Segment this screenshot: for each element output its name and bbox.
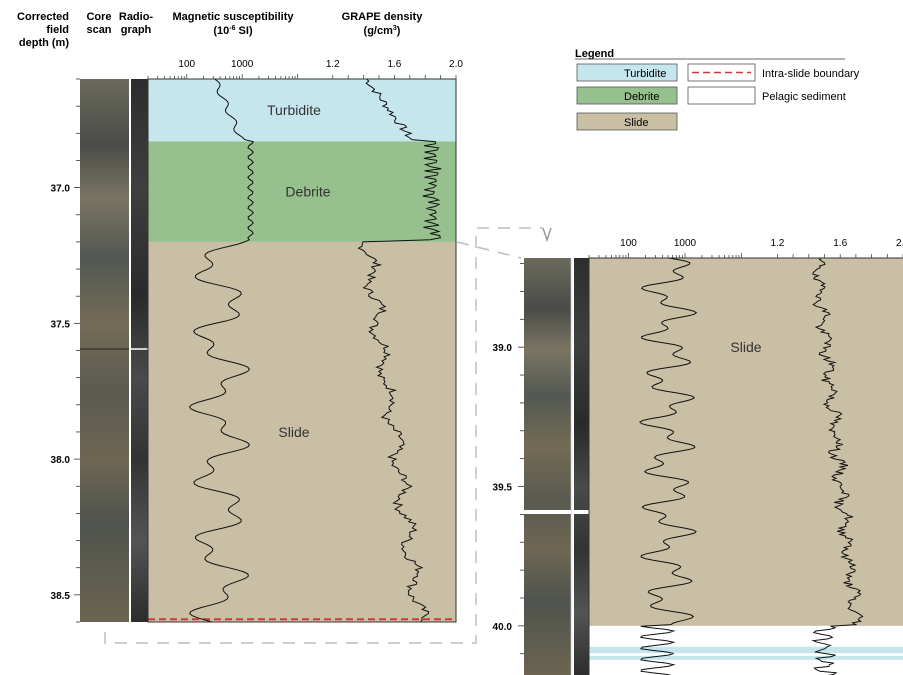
mag-susceptibility-curve [188,78,255,623]
right-depth-axis: 39.0 39.5 40.0 [493,263,524,655]
legend-swatch-pelagic [687,86,756,105]
header-core-line2: scan [86,24,111,36]
mag-axis-label: 100 [620,238,637,249]
left-radiograph [131,79,148,622]
header-mag-line1: Magnetic susceptibility [172,11,294,23]
density-axis-label: 2.0 [896,238,903,249]
left-curves [188,78,442,623]
right-zone-labels: Slide [730,339,761,355]
connector-arrow-icon [542,227,552,243]
connector-shade-line [456,241,522,259]
right-panel: Slide 100 1000 1.2 1.6 2.0 39.0 39.5 40.0 [493,238,903,675]
grape-density-curve [811,257,864,675]
left-depth-axis: 37.0 37.5 38.0 38.5 [51,78,80,623]
legend-label-turbidite: Turbidite [624,68,666,80]
legend-label-pelagic: Pelagic sediment [762,91,846,103]
density-axis-label: 1.2 [326,59,340,70]
header-radio-line2: graph [121,24,152,36]
left-plot-frame [147,78,457,623]
left-core-scan [80,79,129,622]
legend-label-debrite: Debrite [624,91,659,103]
right-core-scan [524,258,571,675]
depth-axis-label: 39.5 [493,483,513,494]
depth-axis-label: 38.0 [51,455,71,466]
legend: Legend Turbidite Debrite Slide Intra-sli… [575,48,860,131]
zone-label-turbidite: Turbidite [267,102,321,118]
depth-axis-label: 39.0 [493,343,513,354]
header-radio-line1: Radio- [119,11,154,23]
density-axis-label: 1.6 [833,238,847,249]
zone-label-debrite: Debrite [285,184,330,200]
header-depth-line1: Corrected [17,11,69,23]
grape-density-curve [357,78,442,623]
density-axis-label: 1.6 [387,59,401,70]
legend-label-slide: Slide [624,117,648,129]
mag-susceptibility-curve [639,257,698,675]
zone-label-slide: Slide [730,339,761,355]
mag-axis-label: 100 [178,59,195,70]
header-depth-line2: field [46,24,69,36]
density-axis-label: 1.2 [770,238,784,249]
right-radiograph [574,258,589,675]
left-top-axis: 100 1000 1.2 1.6 2.0 [147,59,463,79]
legend-swatch-boundary-box [687,63,756,82]
left-zone-labels: Turbidite Debrite Slide [267,102,331,440]
connector-line [104,227,543,644]
right-zones [589,258,903,660]
header-grape-line1: GRAPE density [342,11,424,23]
depth-axis-label: 38.5 [51,591,71,602]
column-headers: Corrected field depth (m) Core scan Radi… [17,11,423,49]
mag-axis-label: 1000 [674,238,697,249]
legend-swatch-slide [576,112,678,131]
zone-band-2 [589,655,903,660]
header-core-line1: Core [86,11,111,23]
header-mag-line2: (10-6 SI) [213,25,253,37]
zone-debrite [148,141,456,242]
zone-label-slide: Slide [278,424,309,440]
zone-slide [148,241,456,622]
depth-axis-label: 37.5 [51,319,71,330]
header-grape-line2: (g/cm3) [364,25,401,37]
left-panel: Turbidite Debrite Slide 100 1000 1.2 1.6 2.0 3… [51,59,463,623]
depth-axis-label: 37.0 [51,184,71,195]
zone-slide [589,258,903,626]
header-depth-line3: depth (m) [19,37,69,49]
right-curves [639,257,864,675]
left-zones [148,79,456,622]
mag-axis-label: 1000 [231,59,254,70]
legend-label-boundary: Intra-slide boundary [762,68,860,80]
legend-swatch-debrite [576,86,678,105]
right-top-axis: 100 1000 1.2 1.6 2.0 [588,238,903,258]
depth-axis-label: 40.0 [493,622,513,633]
connector-bracket [104,227,543,644]
legend-title: Legend [575,48,614,60]
legend-swatch-turbidite [576,63,678,82]
density-axis-label: 2.0 [449,59,463,70]
zone-band-1 [589,646,903,654]
